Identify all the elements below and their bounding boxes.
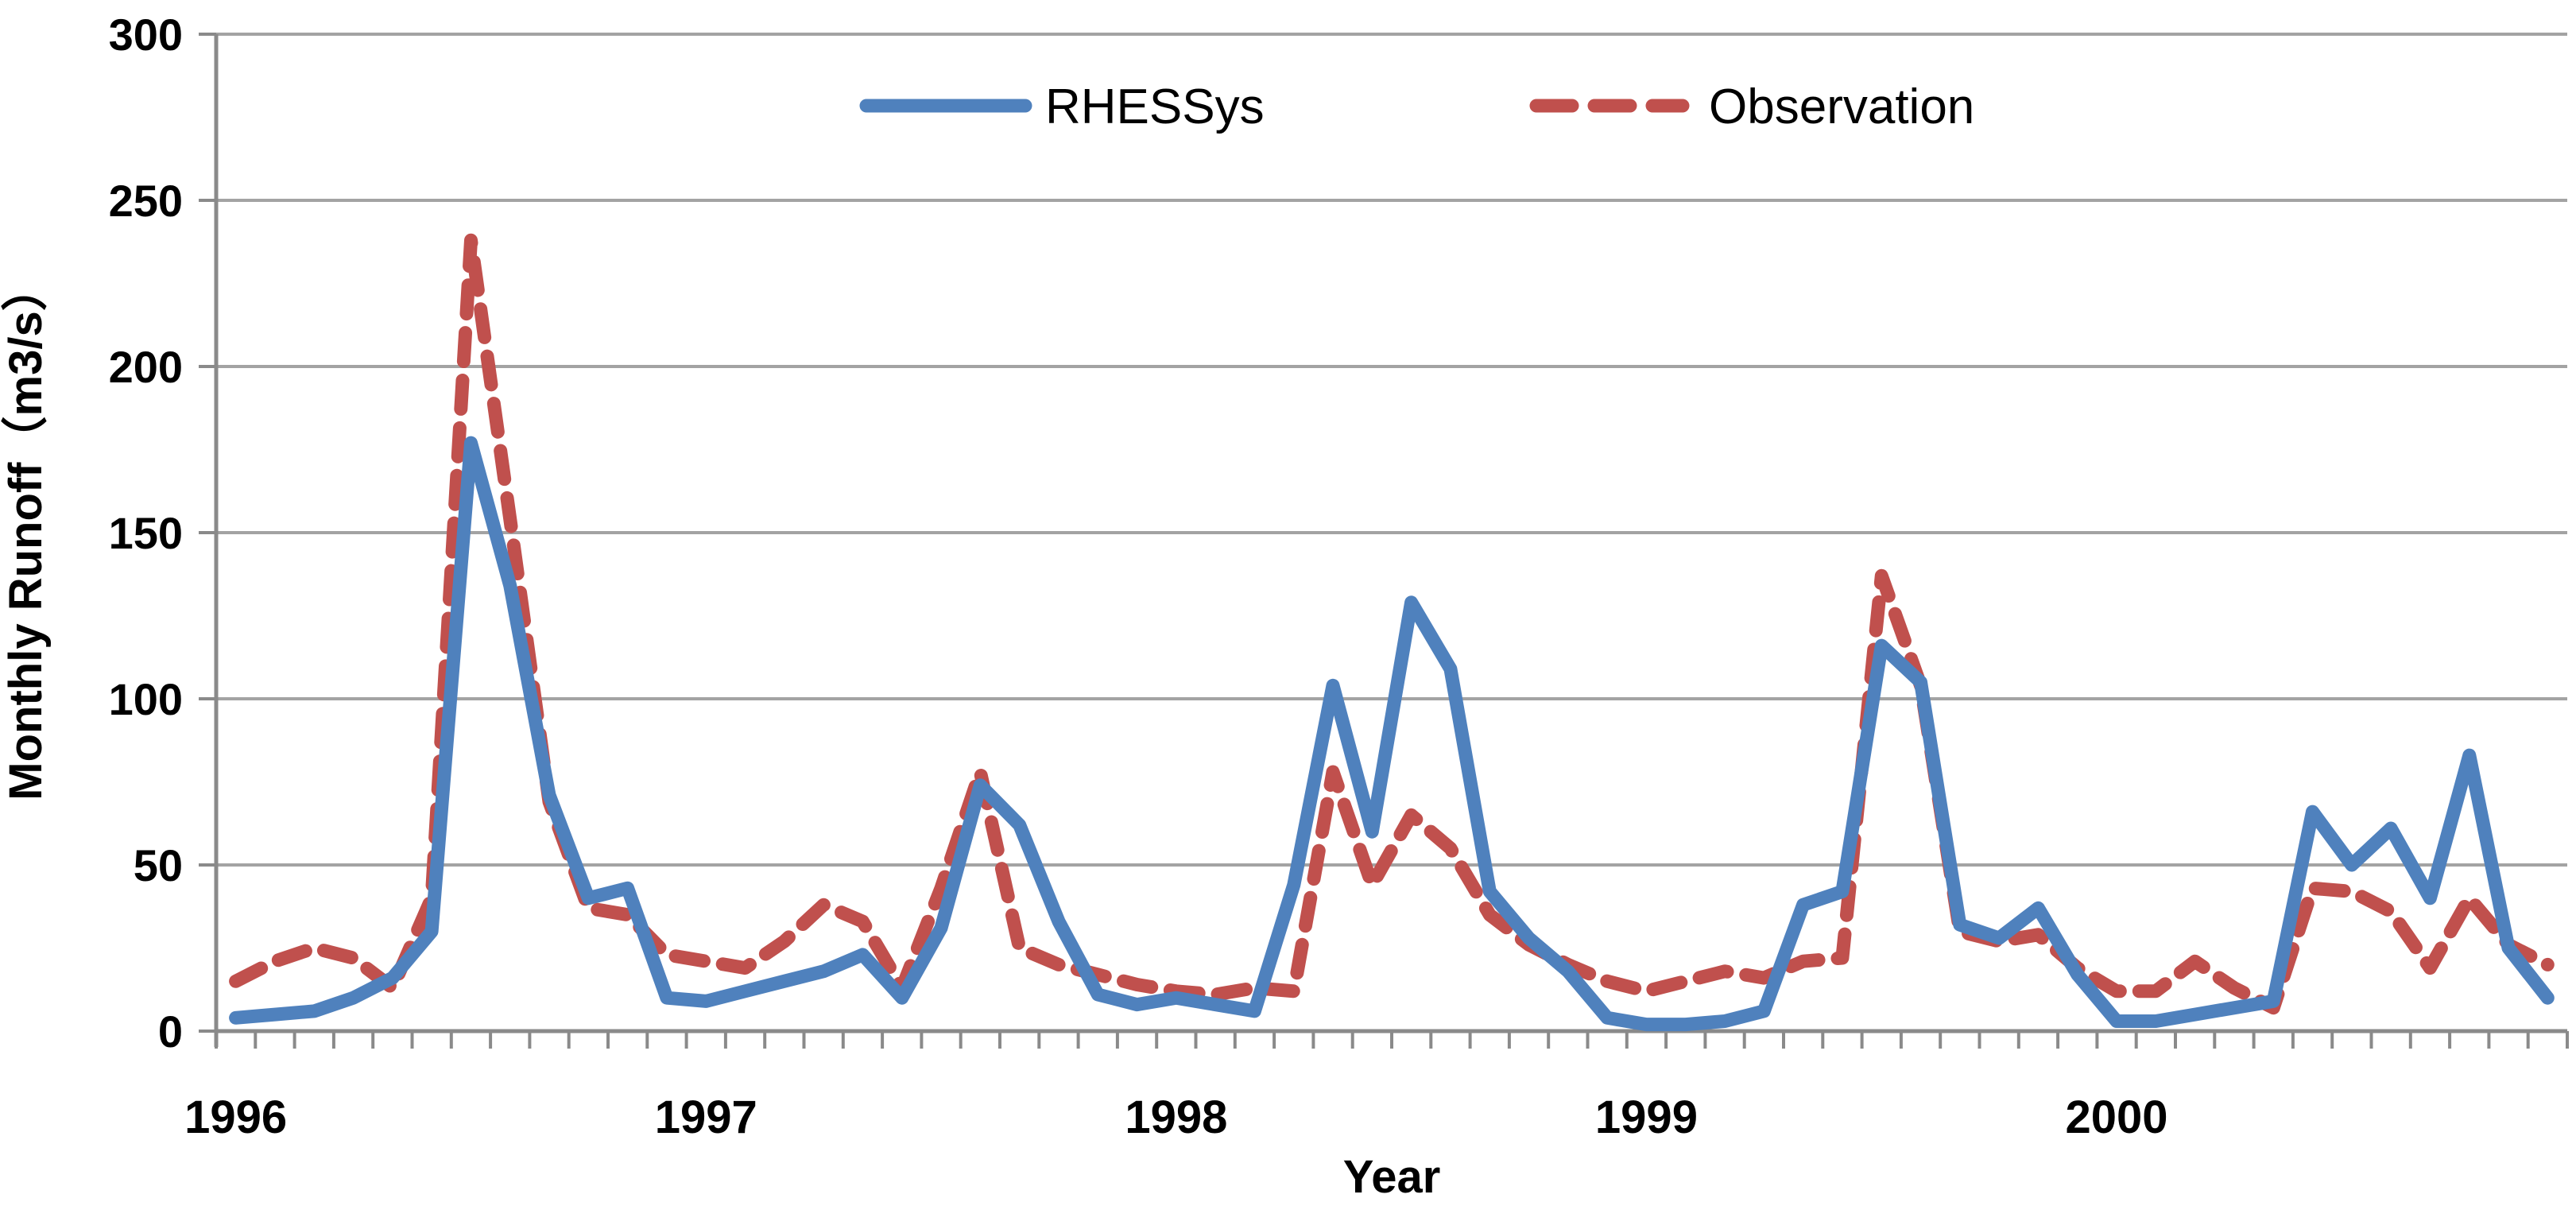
legend: RHESSys Observation [859,79,1974,134]
y-axis [199,33,219,1047]
y-tick-label-200: 200 [109,342,183,392]
x-tick-label-1996: 1996 [184,1092,287,1143]
legend-label-rhessys: RHESSys [1045,79,1265,134]
x-tick-label-1997: 1997 [655,1092,757,1143]
y-tick-label-0: 0 [158,1006,183,1057]
y-tick-label-300: 300 [109,10,183,60]
y-axis-title: Monthly Runoff（m3/s） [0,265,52,800]
x-tick-label-2000: 2000 [2066,1092,2168,1143]
y-tick-label-50: 50 [134,840,183,890]
y-tick-label-100: 100 [109,674,183,724]
series-rhessys-line [229,436,2555,1032]
x-tick-label-1999: 1999 [1595,1092,1698,1143]
x-axis-title: Year [1343,1151,1441,1203]
legend-label-observation: Observation [1709,79,1974,134]
x-tick-label-1998: 1998 [1125,1092,1227,1143]
series-observation-line [229,233,2555,1015]
x-tick-labels: 1996 1997 1998 1999 2000 [184,1092,2167,1143]
data-series [229,233,2555,1032]
y-tick-labels: 0 50 100 150 200 250 300 [109,10,183,1057]
x-axis [215,1029,2569,1049]
y-tick-label-250: 250 [109,176,183,226]
gridlines [216,33,2567,1033]
y-tick-label-150: 150 [109,508,183,558]
